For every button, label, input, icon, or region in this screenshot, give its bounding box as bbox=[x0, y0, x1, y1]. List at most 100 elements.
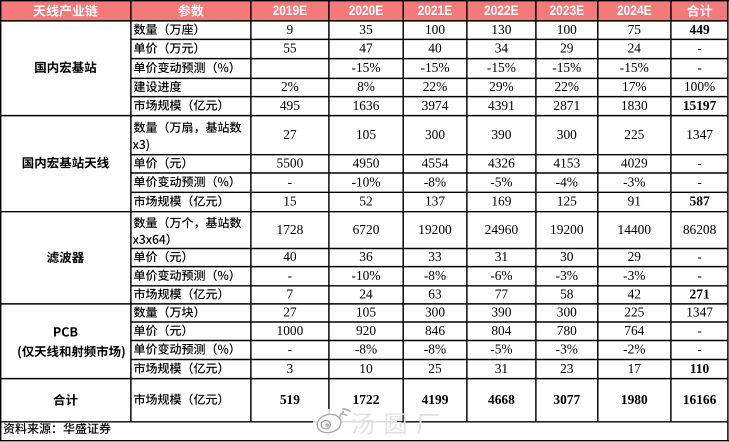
svg-text:8%: 8% bbox=[357, 79, 375, 94]
svg-text:1347: 1347 bbox=[686, 127, 713, 142]
svg-text:390: 390 bbox=[491, 127, 511, 142]
svg-text:5500: 5500 bbox=[277, 156, 304, 171]
svg-text:920: 920 bbox=[356, 323, 376, 338]
svg-text:780: 780 bbox=[557, 323, 577, 338]
svg-text:14400: 14400 bbox=[618, 222, 652, 237]
svg-text:2022E: 2022E bbox=[484, 3, 519, 18]
svg-text:-15%: -15% bbox=[351, 60, 380, 75]
svg-text:-: - bbox=[697, 342, 701, 357]
svg-text:23: 23 bbox=[560, 361, 574, 376]
svg-text:2023E: 2023E bbox=[550, 3, 585, 18]
svg-text:24: 24 bbox=[359, 287, 373, 302]
svg-text:130: 130 bbox=[491, 22, 511, 37]
svg-text:4391: 4391 bbox=[488, 98, 515, 113]
svg-text:764: 764 bbox=[624, 323, 644, 338]
svg-text:47: 47 bbox=[359, 41, 373, 56]
svg-text:-15%: -15% bbox=[620, 60, 649, 75]
svg-text:36: 36 bbox=[359, 249, 373, 264]
svg-text:6720: 6720 bbox=[353, 222, 380, 237]
svg-text:17%: 17% bbox=[622, 79, 647, 94]
svg-text:225: 225 bbox=[624, 127, 644, 142]
svg-text:25: 25 bbox=[428, 361, 442, 376]
svg-text:2019E: 2019E bbox=[273, 3, 308, 18]
svg-text:22%: 22% bbox=[555, 79, 580, 94]
svg-text:846: 846 bbox=[425, 323, 445, 338]
svg-text:4950: 4950 bbox=[353, 156, 380, 171]
svg-text:58: 58 bbox=[560, 287, 574, 302]
svg-text:1000: 1000 bbox=[277, 323, 304, 338]
svg-text:7: 7 bbox=[287, 287, 294, 302]
svg-text:42: 42 bbox=[628, 287, 641, 302]
svg-text:27: 27 bbox=[283, 305, 297, 320]
svg-text:31: 31 bbox=[495, 361, 508, 376]
svg-text:-8%: -8% bbox=[424, 268, 446, 283]
svg-text:-: - bbox=[288, 174, 292, 189]
svg-text:100: 100 bbox=[425, 22, 445, 37]
svg-text:-: - bbox=[288, 342, 292, 357]
svg-text:2024E: 2024E bbox=[617, 3, 652, 18]
svg-text:55: 55 bbox=[283, 41, 297, 56]
svg-text:-6%: -6% bbox=[490, 268, 512, 283]
svg-text:29: 29 bbox=[560, 41, 574, 56]
svg-text:-3%: -3% bbox=[623, 174, 645, 189]
svg-text:2021E: 2021E bbox=[418, 3, 453, 18]
svg-text:4326: 4326 bbox=[488, 156, 515, 171]
svg-text:495: 495 bbox=[280, 98, 300, 113]
svg-text:1636: 1636 bbox=[353, 98, 380, 113]
svg-text:10: 10 bbox=[359, 361, 373, 376]
svg-text:86208: 86208 bbox=[683, 222, 717, 237]
svg-text:390: 390 bbox=[491, 305, 511, 320]
svg-text:-15%: -15% bbox=[487, 60, 516, 75]
svg-text:2020E: 2020E bbox=[349, 3, 384, 18]
svg-text:2%: 2% bbox=[281, 79, 299, 94]
svg-text:100: 100 bbox=[557, 22, 577, 37]
svg-text:77: 77 bbox=[495, 287, 509, 302]
svg-text:-5%: -5% bbox=[490, 174, 512, 189]
svg-text:-: - bbox=[697, 249, 701, 264]
svg-text:40: 40 bbox=[283, 249, 297, 264]
svg-text:-10%: -10% bbox=[351, 174, 380, 189]
svg-text:-: - bbox=[697, 323, 701, 338]
svg-text:-8%: -8% bbox=[424, 342, 446, 357]
svg-text:4199: 4199 bbox=[422, 392, 449, 407]
svg-text:300: 300 bbox=[425, 127, 445, 142]
svg-text:1722: 1722 bbox=[353, 392, 380, 407]
svg-text:-: - bbox=[697, 268, 701, 283]
svg-text:-8%: -8% bbox=[424, 174, 446, 189]
svg-text:1347: 1347 bbox=[686, 305, 713, 320]
svg-text:-4%: -4% bbox=[556, 174, 578, 189]
svg-text:4668: 4668 bbox=[488, 392, 515, 407]
svg-text:4029: 4029 bbox=[621, 156, 648, 171]
svg-text:449: 449 bbox=[690, 22, 710, 37]
svg-text:75: 75 bbox=[628, 22, 642, 37]
svg-text:300: 300 bbox=[557, 305, 577, 320]
svg-text:-3%: -3% bbox=[623, 268, 645, 283]
svg-text:24: 24 bbox=[628, 41, 642, 56]
svg-text:804: 804 bbox=[491, 323, 511, 338]
svg-text:-5%: -5% bbox=[490, 342, 512, 357]
svg-text:-15%: -15% bbox=[420, 60, 449, 75]
svg-text:100%: 100% bbox=[684, 79, 715, 94]
svg-text:24960: 24960 bbox=[485, 222, 519, 237]
svg-text:105: 105 bbox=[356, 305, 376, 320]
svg-text:-3%: -3% bbox=[556, 268, 578, 283]
svg-text:125: 125 bbox=[557, 194, 577, 209]
svg-text:137: 137 bbox=[425, 194, 445, 209]
svg-text:-15%: -15% bbox=[552, 60, 581, 75]
svg-text:-10%: -10% bbox=[351, 268, 380, 283]
svg-text:33: 33 bbox=[428, 249, 442, 264]
svg-text:300: 300 bbox=[557, 127, 577, 142]
svg-text:63: 63 bbox=[428, 287, 442, 302]
svg-text:29%: 29% bbox=[489, 79, 514, 94]
svg-text:-2%: -2% bbox=[623, 342, 645, 357]
svg-text:31: 31 bbox=[495, 249, 508, 264]
svg-text:34: 34 bbox=[495, 41, 509, 56]
svg-text:-3%: -3% bbox=[556, 342, 578, 357]
svg-text:15197: 15197 bbox=[683, 98, 717, 113]
svg-text:35: 35 bbox=[359, 22, 373, 37]
svg-text:27: 27 bbox=[283, 127, 297, 142]
svg-text:1980: 1980 bbox=[621, 392, 648, 407]
svg-text:-: - bbox=[288, 268, 292, 283]
svg-text:110: 110 bbox=[690, 361, 710, 376]
svg-text:-: - bbox=[697, 156, 701, 171]
